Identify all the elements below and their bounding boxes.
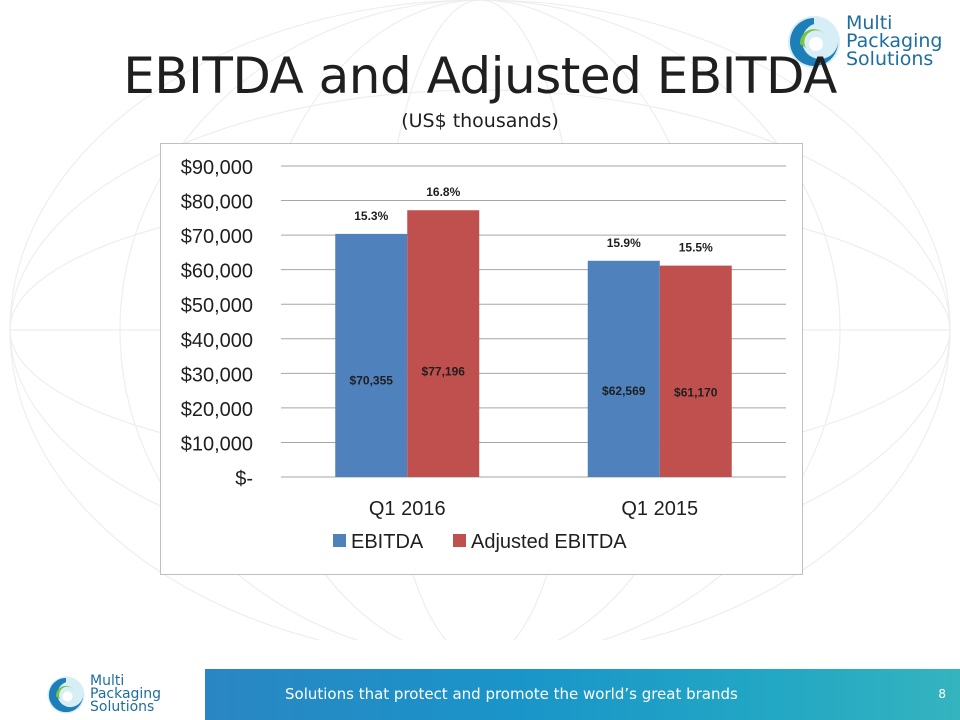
bar-margin-label: 15.9% xyxy=(607,236,641,250)
footer-bar: Solutions that protect and promote the w… xyxy=(205,669,960,720)
y-tick-label: $60,000 xyxy=(181,261,253,283)
x-category-label: Q1 2016 xyxy=(369,498,446,520)
slide-subtitle: (US$ thousands) xyxy=(401,110,559,132)
y-tick-label: $- xyxy=(235,468,253,490)
bar-margin-label: 15.5% xyxy=(679,241,713,255)
y-tick-label: $40,000 xyxy=(181,330,253,352)
y-tick-label: $50,000 xyxy=(181,295,253,317)
y-tick-label: $70,000 xyxy=(181,226,253,248)
chart-frame: $- $10,000 $20,000 $30,000 $40,000 $50,000 $60… xyxy=(160,143,803,575)
footer-logo-swirl-icon xyxy=(47,676,85,714)
slide-title: EBITDA and Adjusted EBITDA xyxy=(123,47,837,105)
bar-value-label: $61,170 xyxy=(674,386,718,400)
bar-value-label: $77,196 xyxy=(422,365,466,379)
bar-margin-label: 16.8% xyxy=(426,185,460,199)
y-tick-label: $20,000 xyxy=(181,399,253,421)
bar-adjusted-ebitda xyxy=(407,210,480,477)
footer-logo-line1: Multi xyxy=(90,673,125,689)
y-tick-label: $90,000 xyxy=(181,157,253,179)
bar-adjusted-ebitda xyxy=(659,265,732,477)
footer-logo: Multi Packaging Solutions xyxy=(46,672,186,718)
legend-swatch xyxy=(333,534,346,547)
logo-swirl-icon xyxy=(788,16,840,68)
y-tick-label: $30,000 xyxy=(181,364,253,386)
y-tick-label: $80,000 xyxy=(181,192,253,214)
y-tick-label: $10,000 xyxy=(181,433,253,455)
bar-value-label: $70,355 xyxy=(350,374,394,388)
logo-line2: Packaging xyxy=(846,30,943,52)
footer-logo-line2: Packaging xyxy=(90,686,162,702)
logo-line1: Multi xyxy=(846,12,893,34)
x-category-label: Q1 2015 xyxy=(621,498,698,520)
page-number: 8 xyxy=(938,687,946,701)
bar-margin-label: 15.3% xyxy=(354,209,388,223)
bar-value-label: $62,569 xyxy=(602,384,646,398)
legend-swatch xyxy=(453,534,466,547)
footer-logo-line3: Solutions xyxy=(90,699,155,715)
legend-label: Adjusted EBITDA xyxy=(471,531,627,553)
bar-chart: $- $10,000 $20,000 $30,000 $40,000 $50,000 $60… xyxy=(181,157,786,553)
logo-line3: Solutions xyxy=(846,48,934,70)
bar-ebitda xyxy=(587,260,660,477)
company-logo: Multi Packaging Solutions xyxy=(786,10,956,70)
legend-label: EBITDA xyxy=(351,531,424,553)
bar-ebitda xyxy=(335,233,408,477)
footer-tagline: Solutions that protect and promote the w… xyxy=(285,685,738,703)
